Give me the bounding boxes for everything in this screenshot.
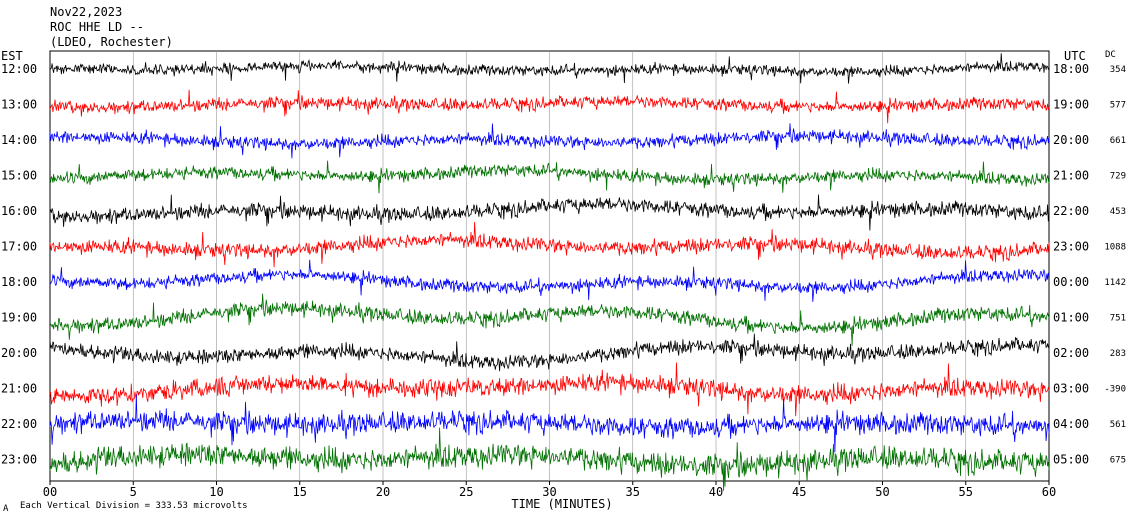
x-tick-label: 50 — [875, 485, 889, 499]
trace-row — [49, 293, 1050, 346]
trace-row — [49, 89, 1050, 124]
x-axis-title: TIME (MINUTES) — [511, 497, 612, 511]
row-dc-value: 1088 — [1104, 243, 1126, 253]
trace-row — [49, 194, 1050, 231]
row-dc-value: 751 — [1110, 314, 1126, 324]
row-dc-value: 729 — [1110, 172, 1126, 182]
row-utc-label: 00:00 — [1053, 275, 1089, 289]
x-tick-label: 00 — [43, 485, 57, 499]
row-est-label: 12:00 — [1, 62, 37, 76]
row-est-label: 19:00 — [1, 311, 37, 325]
row-utc-label: 04:00 — [1053, 417, 1089, 431]
x-axis-ticks: 00 5 10 15 20 25 30 35 40 45 50 55 60 — [43, 481, 1056, 499]
right-axis-timezone: UTC — [1064, 49, 1086, 63]
gridlines — [132, 51, 967, 481]
row-dc-value: 354 — [1110, 65, 1126, 75]
row-dc-value: 561 — [1110, 420, 1126, 430]
left-axis-timezone: EST — [1, 49, 23, 63]
row-est-label: 15:00 — [1, 169, 37, 183]
trace-row — [49, 333, 1050, 372]
station-code: ROC HHE LD -- — [50, 20, 144, 34]
x-tick-label: 35 — [626, 485, 640, 499]
row-utc-label: 01:00 — [1053, 311, 1089, 325]
x-tick-label: 55 — [959, 485, 973, 499]
row-utc-label: 20:00 — [1053, 133, 1089, 147]
row-utc-label: 03:00 — [1053, 382, 1089, 396]
x-tick-label: 45 — [792, 485, 806, 499]
row-utc-label: 18:00 — [1053, 62, 1089, 76]
trace-row — [49, 394, 1050, 453]
x-tick-label: 10 — [209, 485, 223, 499]
row-est-label: 22:00 — [1, 417, 37, 431]
vertical-scale-note: Each Vertical Division = 333.53 microvol… — [20, 501, 248, 511]
row-est-label: 18:00 — [1, 275, 37, 289]
row-est-label: 16:00 — [1, 204, 37, 218]
trace-row — [49, 160, 1050, 194]
row-utc-label: 22:00 — [1053, 204, 1089, 218]
row-est-label: 14:00 — [1, 133, 37, 147]
trace-row — [49, 123, 1050, 159]
station-date: Nov22,2023 — [50, 5, 122, 19]
row-utc-label: 23:00 — [1053, 240, 1089, 254]
row-dc-value: 675 — [1110, 456, 1126, 466]
row-est-label: 21:00 — [1, 382, 37, 396]
x-tick-label: 5 — [130, 485, 137, 499]
corner-mark: A — [3, 504, 9, 514]
row-dc-value: -390 — [1104, 385, 1126, 395]
x-tick-label: 20 — [376, 485, 390, 499]
x-tick-label: 30 — [542, 485, 556, 499]
row-est-label: 13:00 — [1, 98, 37, 112]
row-utc-label: 19:00 — [1053, 98, 1089, 112]
row-dc-value: 661 — [1110, 136, 1126, 146]
row-labels: 12:00 18:00 354 13:00 19:00 577 14:00 20:00 661 1… — [1, 62, 1126, 467]
x-tick-label: 15 — [293, 485, 307, 499]
station-location: (LDEO, Rochester) — [50, 35, 173, 49]
row-dc-value: 453 — [1110, 207, 1126, 217]
row-est-label: 20:00 — [1, 346, 37, 360]
row-dc-value: 283 — [1110, 349, 1126, 359]
row-utc-label: 21:00 — [1053, 169, 1089, 183]
trace-row — [49, 362, 1050, 417]
row-utc-label: 02:00 — [1053, 346, 1089, 360]
x-tick-label: 40 — [709, 485, 723, 499]
row-est-label: 17:00 — [1, 240, 37, 254]
x-tick-label: 60 — [1042, 485, 1056, 499]
row-dc-value: 1142 — [1104, 278, 1126, 288]
trace-row — [49, 53, 1050, 84]
dc-column-header: DC — [1105, 50, 1116, 60]
row-dc-value: 577 — [1110, 101, 1126, 111]
seismic-traces — [49, 53, 1050, 491]
trace-row — [49, 427, 1050, 491]
x-tick-label: 25 — [459, 485, 473, 499]
row-utc-label: 05:00 — [1053, 453, 1089, 467]
trace-row — [49, 221, 1050, 268]
row-est-label: 23:00 — [1, 453, 37, 467]
trace-row — [49, 259, 1050, 302]
